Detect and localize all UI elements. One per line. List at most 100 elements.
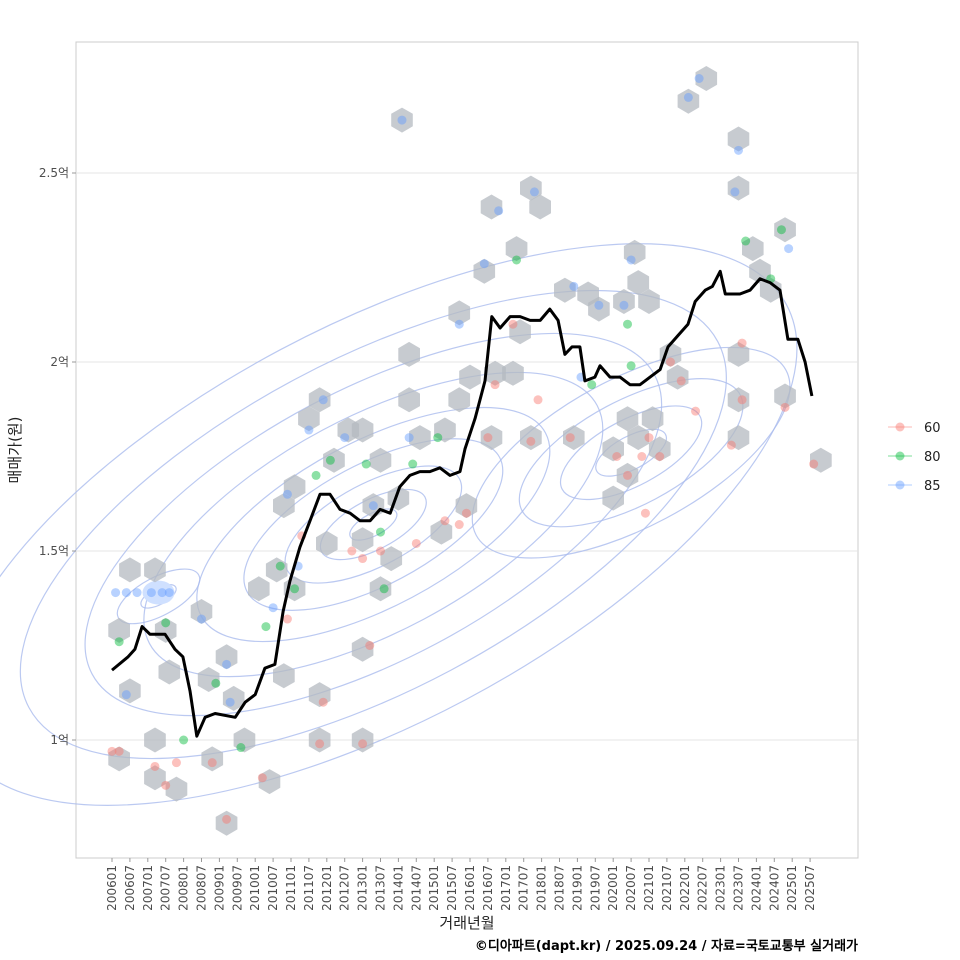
point-60 [358,554,368,564]
hexbin [774,383,796,409]
x-tick-label: 201107 [302,865,316,911]
hexbin [727,175,750,201]
point-85 [683,92,693,102]
hexbin [398,387,420,413]
x-tick-label: 200701 [141,865,155,911]
x-tick-label: 201507 [445,865,459,911]
x-tick-label: 201901 [570,865,584,911]
point-60 [640,508,650,518]
hexbin [509,319,531,345]
point-80 [236,743,246,753]
hexbin [283,474,306,500]
hexbin [602,485,624,511]
x-tick-label: 201101 [284,865,298,911]
x-tick-label: 201001 [248,865,262,911]
hexbin [248,576,270,602]
x-tick-label: 202101 [642,865,656,911]
point-60 [411,538,421,548]
x-tick-label: 202407 [767,865,781,911]
point-60 [222,814,232,824]
point-85 [626,255,636,265]
contour-line [0,243,798,806]
hexbin [351,527,374,553]
hexbin [695,66,718,91]
x-tick-label: 202301 [714,865,728,911]
point-85 [132,588,142,598]
x-tick-label: 201501 [427,865,441,911]
hexbin [369,447,392,473]
hexbin [351,727,374,753]
hexbin [554,277,576,303]
point-85 [282,489,292,499]
point-80 [408,459,418,469]
hexbin [613,289,635,314]
hexbin [215,644,238,670]
point-85 [368,501,378,511]
x-tick-label: 200601 [105,865,119,911]
hexbin [638,289,660,314]
density-peak [142,580,175,605]
point-60 [508,319,518,329]
x-tick-label: 201401 [391,865,405,911]
plot-panel [75,41,859,859]
hexbin [273,663,295,689]
point-85 [304,425,314,435]
hexbin [190,599,213,624]
hexbin [520,175,542,201]
point-85 [569,281,579,291]
point-80 [325,455,335,465]
x-tick-label: 201201 [320,865,334,911]
point-85 [121,588,131,598]
point-60 [461,508,471,518]
point-60 [161,780,171,790]
point-80 [161,618,171,628]
x-tick-label: 201207 [338,865,352,911]
contour-line [471,346,791,559]
point-60 [737,395,747,405]
point-60 [665,357,675,367]
point-80 [275,561,285,571]
hexbin [273,493,295,519]
y-tick-label: 2.5억 [39,166,69,180]
hexbin [316,530,338,556]
contour-line [559,405,703,501]
point-60 [637,452,647,461]
point-85 [479,259,489,269]
x-tick-label: 200907 [230,865,244,911]
point-80 [623,319,633,329]
point-80 [290,584,300,594]
point-85 [404,433,414,443]
hexbin [308,727,331,753]
hexbin [298,406,320,432]
x-tick-label: 202501 [785,865,799,911]
x-tick-label: 201407 [409,865,423,911]
hexbin [197,667,220,692]
hexbin [233,727,256,753]
hexbin [627,270,650,296]
point-80 [361,459,371,469]
hexbin [727,387,750,413]
x-tick-label: 202207 [696,865,710,911]
x-tick-label: 201907 [588,865,602,911]
hexbin [749,258,771,284]
hexbin [434,417,456,443]
legend-label: 85 [924,479,941,494]
hexbin [144,557,166,583]
hexbin [258,769,281,795]
legend-label: 60 [924,421,941,436]
point-60 [257,773,267,783]
point-85 [730,187,740,197]
point-85 [397,115,407,125]
x-tick-label: 202107 [660,865,674,911]
point-60 [780,402,790,412]
point-60 [318,697,328,707]
point-80 [512,255,522,265]
point-60 [376,546,385,556]
hexbin [484,360,506,386]
point-80 [261,622,271,632]
hexbin [616,406,639,432]
point-85 [494,206,504,216]
point-60 [737,338,747,348]
point-85 [111,588,121,598]
